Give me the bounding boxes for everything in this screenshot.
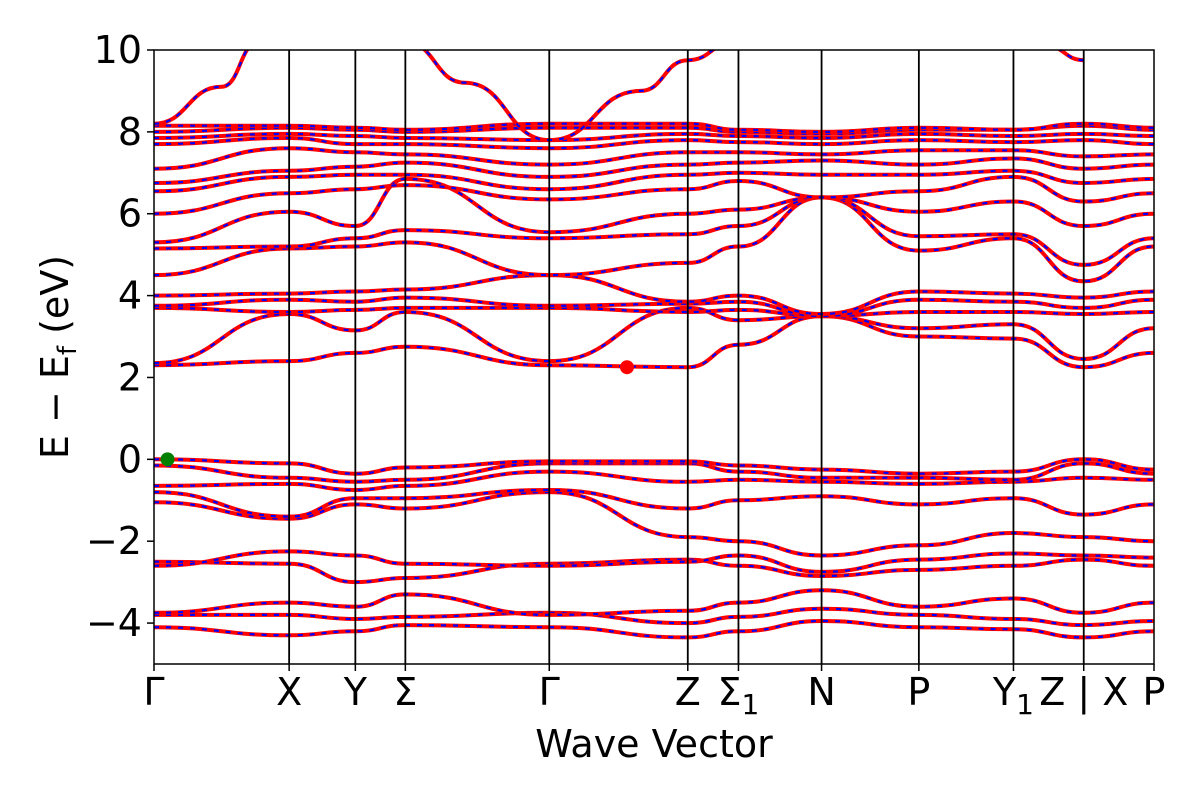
band-17 xyxy=(154,195,1154,267)
x-tick-label-4: Σ xyxy=(393,670,417,714)
band-6 xyxy=(154,490,1154,558)
x-tick-label-main: P xyxy=(907,670,930,714)
y-tick-label-4: 4 xyxy=(118,274,142,318)
cbm-marker xyxy=(619,360,634,375)
y-tick-label-6: 0 xyxy=(118,437,142,481)
x-tick-label-2: X xyxy=(276,670,302,714)
y-tick-label-5: 2 xyxy=(118,355,142,399)
x-tick-label-3: Y xyxy=(343,670,368,714)
kpoint-lines xyxy=(288,50,1085,664)
band-16-overlay xyxy=(154,196,1154,283)
y-tick-label-7: −2 xyxy=(86,519,142,563)
band-17-overlay xyxy=(154,196,1154,267)
band-20 xyxy=(154,168,1154,194)
y-axis-label: E − Ef (eV) xyxy=(33,255,83,459)
x-tick-label-6: Z xyxy=(675,670,701,714)
x-tick-label-7: Σ1 xyxy=(718,670,760,721)
band-13-overlay xyxy=(154,306,1154,318)
x-tick-label-subscript: 1 xyxy=(1016,688,1034,721)
band-1-overlay xyxy=(154,619,1154,639)
band-24-overlay xyxy=(154,132,1154,142)
band-11-overlay xyxy=(154,314,1154,369)
x-tick-label-main: Z xyxy=(675,670,701,714)
y-tick-label-8: −4 xyxy=(86,601,142,645)
band-2-overlay xyxy=(154,607,1154,627)
x-tick-label-main: Γ xyxy=(539,670,560,714)
band-15 xyxy=(154,273,1154,317)
y-tick-label-1: 10 xyxy=(94,28,142,72)
band-29-overlay xyxy=(1058,50,1084,62)
band-20-overlay xyxy=(154,169,1154,193)
x-tick-label-11: Z | X xyxy=(1039,670,1128,715)
x-tick-label-12: P xyxy=(1143,670,1166,714)
x-tick-label-main: P xyxy=(1143,670,1166,714)
y-axis-label-unit: (eV) xyxy=(33,255,77,346)
x-tick-label-8: N xyxy=(807,670,835,714)
vbm-marker xyxy=(160,452,175,467)
x-tick-label-subscript: 1 xyxy=(742,688,760,721)
x-tick-label-main: Y xyxy=(992,670,1017,714)
y-axis-ticks: 10 8 6 4 2 0 −2 −4 xyxy=(86,28,154,645)
band-7 xyxy=(154,487,1154,519)
band-16 xyxy=(154,195,1154,284)
y-tick-label-2: 8 xyxy=(118,110,142,154)
x-tick-label-5: Γ xyxy=(539,670,560,714)
band-6-overlay xyxy=(154,490,1154,557)
band-12 xyxy=(154,305,1154,366)
band-9-overlay xyxy=(154,462,1154,483)
y-axis-label-main: E − E xyxy=(33,355,77,459)
extrema-markers xyxy=(160,360,634,467)
band-29 xyxy=(1056,50,1084,63)
band-27-overlay xyxy=(154,50,249,125)
band-21-overlay xyxy=(154,157,1154,185)
x-tick-label-1: Γ xyxy=(143,670,164,714)
x-tick-label-main: X xyxy=(276,670,302,714)
x-tick-label-main: Y xyxy=(343,670,368,714)
x-tick-label-main: Z | X xyxy=(1039,670,1128,715)
band-27 xyxy=(154,50,250,126)
band-7-overlay xyxy=(154,488,1154,518)
x-tick-label-main: Σ xyxy=(393,670,417,714)
x-tick-label-9: P xyxy=(907,670,930,714)
plot-frame xyxy=(153,49,1155,665)
y-axis-label-subscript: f xyxy=(53,345,83,355)
band-19 xyxy=(154,174,1154,216)
band-23-overlay xyxy=(154,136,1154,150)
x-tick-label-main: Σ xyxy=(718,670,742,714)
x-axis-label: Wave Vector xyxy=(535,722,773,766)
band-22-overlay xyxy=(154,147,1154,170)
x-tick-label-main: Γ xyxy=(143,670,164,714)
y-tick-label-3: 6 xyxy=(118,192,142,236)
band-3-overlay xyxy=(154,589,1154,617)
bands-layer xyxy=(154,50,1154,640)
x-tick-label-10: Y1 xyxy=(992,670,1034,721)
band-19-overlay xyxy=(154,175,1154,215)
x-tick-label-main: N xyxy=(807,670,835,714)
